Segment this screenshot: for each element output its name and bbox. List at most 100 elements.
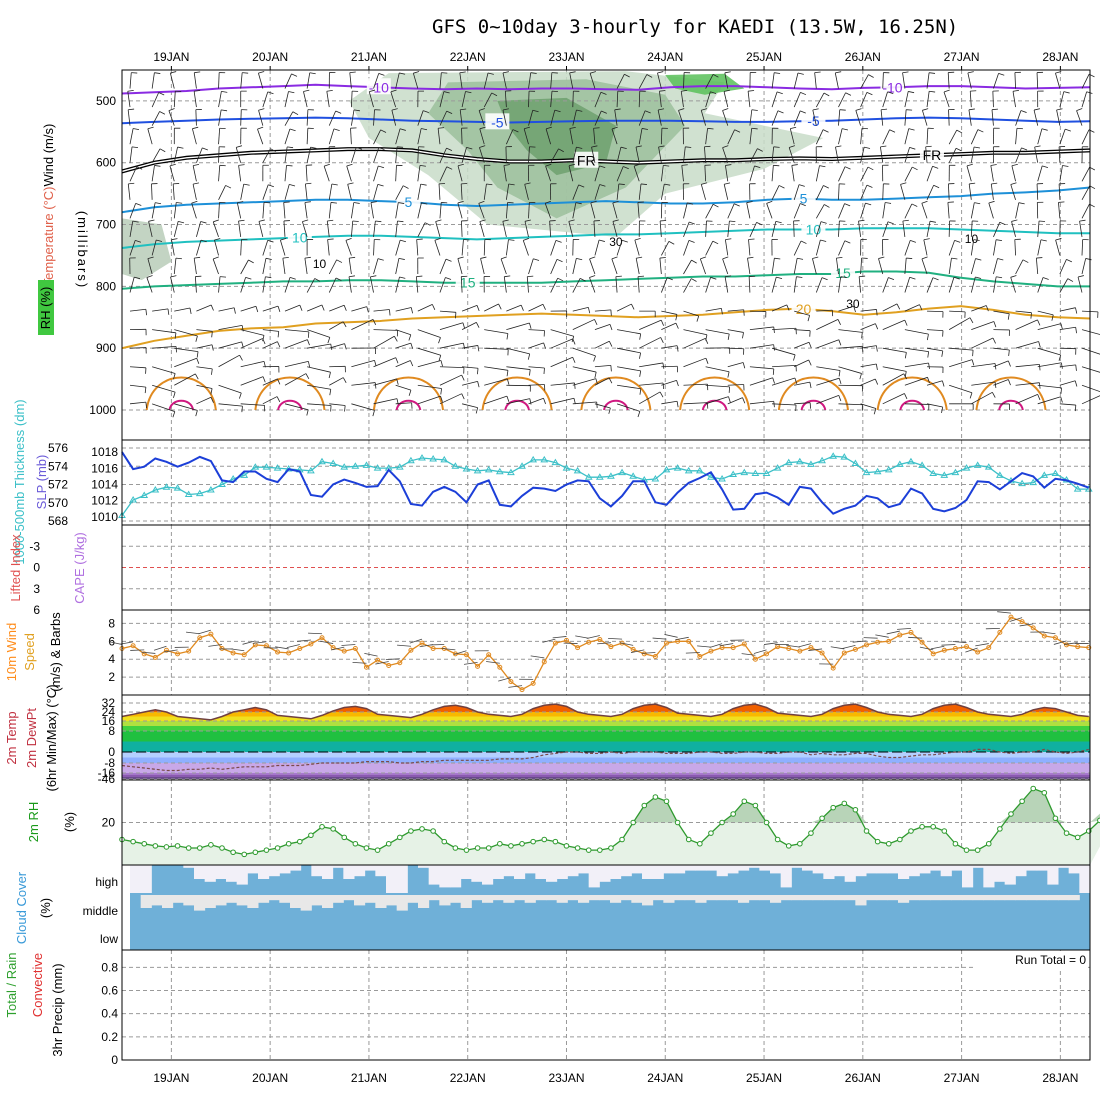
wind-barb xyxy=(904,304,920,312)
thickness-line xyxy=(121,455,1089,516)
wind-barb-feather xyxy=(663,164,670,167)
wind-barb-feather xyxy=(789,145,796,148)
wind-barb xyxy=(1058,146,1061,163)
middle-cloud-clear xyxy=(983,895,995,901)
wind-barb xyxy=(747,258,751,275)
wind-barb xyxy=(280,240,286,256)
wind-barb-feather xyxy=(270,148,276,152)
wind-barb-feather xyxy=(1037,319,1041,326)
middle-cloud-clear xyxy=(972,895,984,901)
high-cloud-clear xyxy=(247,865,259,874)
wind-barb-feather xyxy=(623,166,629,170)
wind-barb xyxy=(283,202,286,219)
wind-barb xyxy=(240,403,265,406)
wind-barb xyxy=(483,72,489,89)
wind-barb-feather xyxy=(928,362,930,370)
wind-barb xyxy=(1037,239,1042,256)
wind-barb xyxy=(151,72,155,89)
wind-barb xyxy=(660,277,668,293)
wind-barb xyxy=(307,366,331,373)
high-cloud-clear xyxy=(375,865,387,877)
temp-color-band xyxy=(122,763,1090,773)
wind-barb xyxy=(771,165,774,182)
rh-marker xyxy=(708,830,714,836)
wind-barb xyxy=(816,339,839,349)
wind-barb-feather xyxy=(480,256,487,259)
wind-barb xyxy=(528,384,545,386)
wind-barb-feather xyxy=(159,148,166,153)
wind-barb xyxy=(683,72,685,89)
wind-barb-feather xyxy=(265,257,272,260)
wind-barb xyxy=(993,360,1009,368)
y-axis-label-part: Total / Rain xyxy=(4,952,19,1017)
wind-barb xyxy=(791,165,795,182)
wind-barb-feather xyxy=(751,127,758,130)
rh-marker xyxy=(852,806,859,813)
rh-marker xyxy=(1063,830,1070,836)
wind-speed-marker xyxy=(841,650,847,656)
wind-barb-feather xyxy=(345,237,352,241)
wind-barb xyxy=(882,319,905,331)
high-cloud-clear xyxy=(844,865,856,882)
wind-barb-feather xyxy=(994,381,997,388)
wind-barb xyxy=(988,202,994,219)
wind-barb-feather xyxy=(910,239,917,243)
rh-marker xyxy=(974,847,981,853)
high-cloud-clear xyxy=(386,865,398,893)
wind-barb-feather xyxy=(524,219,531,222)
wind-barb-feather xyxy=(288,91,295,94)
wind-barb-feather xyxy=(233,307,236,314)
y-axis-label: Convective xyxy=(30,953,45,1017)
wind-barb-feather xyxy=(660,337,664,343)
wind-barb-feather xyxy=(800,91,807,96)
high-cloud-clear xyxy=(492,865,504,879)
pressure-tick-label: 800 xyxy=(96,279,116,293)
wind-barb xyxy=(284,165,287,182)
wind-barb-feather xyxy=(664,183,671,186)
wind-barb-feather xyxy=(572,338,576,345)
wind-barb xyxy=(617,366,641,372)
wind-barb xyxy=(192,128,197,145)
pressure-tick-label: 900 xyxy=(96,341,116,355)
wind-barb-feather xyxy=(911,203,918,207)
wind-barb xyxy=(550,329,574,337)
wind-barb xyxy=(835,146,839,163)
wind-barb xyxy=(572,347,596,357)
wind-barb-feather xyxy=(1089,185,1096,190)
wind-barb xyxy=(218,341,242,349)
wind-barb xyxy=(572,147,577,163)
wind-barb xyxy=(1059,364,1076,368)
wind-barb-feather xyxy=(243,183,250,186)
wind-barb xyxy=(395,384,412,391)
wind-barb-feather xyxy=(145,309,147,316)
wind-speed-marker xyxy=(141,651,147,657)
wind-barb-feather xyxy=(524,126,531,130)
rh-marker xyxy=(719,819,725,826)
wind-barb-feather xyxy=(624,73,630,78)
wind-barb xyxy=(306,329,330,338)
middle-cloud-clear xyxy=(1068,895,1080,901)
middle-cloud-clear xyxy=(354,895,366,906)
wind-barb-feather xyxy=(542,304,546,310)
wind-barb-feather xyxy=(369,89,376,93)
wind-barb xyxy=(1011,165,1016,182)
rh-marker xyxy=(208,842,214,848)
wind-barb-feather xyxy=(202,147,209,151)
wind-speed-marker xyxy=(630,646,636,652)
wind-barb xyxy=(524,184,529,200)
high-cloud-clear xyxy=(354,865,366,877)
wind-barb xyxy=(639,391,661,405)
wind-barb xyxy=(550,259,558,275)
wind-barb xyxy=(284,360,309,368)
wind-barb xyxy=(506,398,530,405)
wind-barb xyxy=(348,258,352,275)
wind-barb-feather xyxy=(687,202,694,205)
wind-barb xyxy=(1055,239,1061,256)
pressure-tick-label: 700 xyxy=(96,218,116,232)
wind-barb-feather xyxy=(812,108,819,111)
wind-barb xyxy=(152,384,176,393)
rh-marker xyxy=(574,845,581,851)
thickness-marker xyxy=(784,458,793,466)
wind-barb-feather xyxy=(530,72,537,74)
thickness-slp-panel: 576574572570568101810161014101210101000-… xyxy=(12,399,1093,565)
